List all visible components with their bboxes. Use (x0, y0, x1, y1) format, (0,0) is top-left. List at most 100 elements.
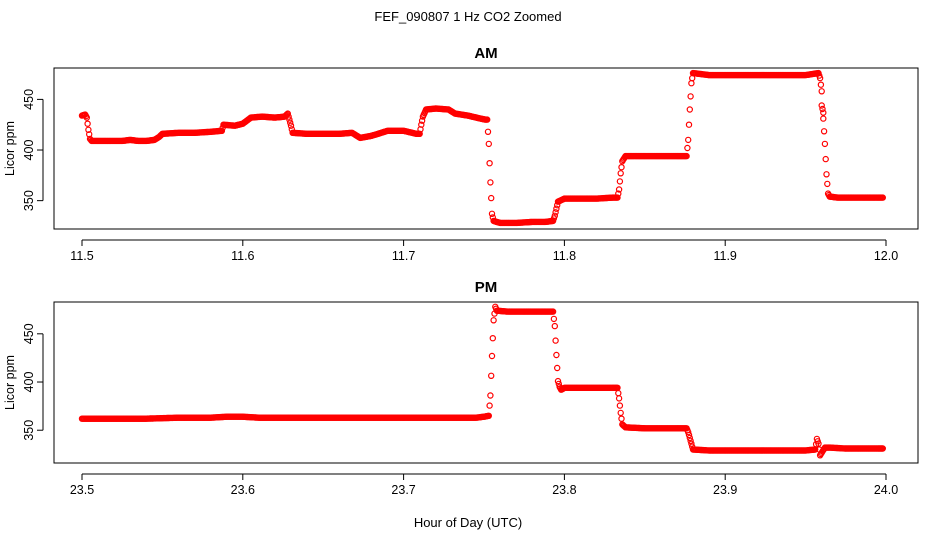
data-point (615, 395, 623, 402)
data-point (683, 152, 690, 160)
data-point (820, 115, 827, 122)
data-point (488, 352, 496, 360)
data-point (552, 337, 559, 344)
y-tick-label: 350 (22, 420, 36, 441)
x-tick-label: 11.5 (70, 249, 93, 263)
data-point (879, 194, 887, 201)
data-point (617, 409, 624, 417)
data-point (488, 372, 495, 379)
data-point (84, 120, 91, 127)
data-point (816, 74, 824, 82)
y-axis-title: Licor ppm (3, 355, 17, 410)
x-tick-label: 23.8 (552, 483, 576, 497)
data-point (615, 190, 622, 197)
data-point (83, 114, 91, 121)
data-point (617, 170, 624, 177)
data-point (685, 121, 693, 128)
data-point (686, 106, 694, 113)
data-point (488, 194, 495, 202)
data-point (685, 428, 692, 436)
data-point (615, 186, 623, 193)
data-point (686, 434, 694, 442)
data-point (549, 308, 557, 315)
data-point (418, 117, 426, 124)
x-tick-label: 24.0 (874, 483, 898, 497)
panel-title: AM (474, 45, 497, 62)
data-point (418, 121, 425, 128)
plot-frame (53, 67, 919, 230)
data-point (485, 412, 492, 419)
data-point (614, 194, 621, 201)
data-point (484, 128, 492, 135)
data-point (819, 105, 826, 113)
data-point (822, 155, 829, 163)
data-point (554, 377, 562, 385)
data-point (552, 209, 559, 216)
data-point (823, 171, 830, 178)
data-point (821, 140, 829, 148)
data-point (685, 431, 693, 439)
y-tick-label: 400 (22, 140, 36, 161)
data-point (820, 128, 828, 135)
x-tick-label: 11.8 (553, 249, 576, 263)
data-point (554, 364, 561, 372)
data-point (820, 109, 827, 116)
data-point (489, 335, 496, 342)
x-tick-label: 23.7 (391, 483, 415, 497)
x-axis-label: Hour of Day (UTC) (413, 515, 523, 530)
data-point (486, 159, 493, 167)
data-point (551, 322, 559, 330)
data-point (818, 88, 825, 95)
data-point (818, 102, 825, 109)
data-point (618, 163, 625, 171)
data-point (817, 81, 825, 88)
page-title: FEF_090807 1 Hz CO2 Zoomed (374, 9, 562, 24)
data-point (287, 119, 294, 126)
x-tick-label: 12.0 (874, 249, 898, 263)
data-point (616, 402, 624, 409)
data-point (484, 116, 491, 123)
data-point (550, 315, 558, 323)
data-point (553, 351, 560, 359)
data-point (684, 144, 691, 152)
am-panel: AM 11.5 11.6 11.7 11.8 11.9 12.0 350 400 450 Licor… (3, 45, 919, 263)
data-point (687, 93, 694, 100)
data-point (551, 212, 559, 219)
data-point (487, 179, 494, 186)
pm-panel: PM 23.5 23.6 23.7 23.8 23.9 24.0 350 400 450 Licor… (3, 279, 919, 497)
data-point (615, 389, 622, 397)
data-point (879, 445, 887, 452)
data-point (284, 110, 291, 117)
data-point (618, 415, 625, 422)
y-tick-label: 350 (22, 190, 36, 211)
data-point (286, 116, 293, 123)
x-tick-label: 11.9 (713, 249, 736, 263)
panel-title: PM (475, 279, 498, 296)
data-point (688, 440, 695, 447)
x-tick-label: 11.7 (392, 249, 415, 263)
data-point (687, 437, 694, 444)
data-point (815, 440, 822, 447)
data-point (488, 210, 496, 217)
data-point (490, 317, 497, 324)
data-point (285, 113, 292, 120)
data-point (487, 392, 494, 399)
data-point (685, 136, 692, 144)
y-axis-title: Licor ppm (3, 121, 17, 176)
data-point (824, 180, 831, 188)
data-point (218, 127, 226, 134)
data-point (688, 79, 695, 87)
x-tick-label: 23.6 (231, 483, 255, 497)
data-point (485, 140, 492, 148)
plot-frame (53, 301, 919, 464)
data-point (486, 402, 493, 409)
x-tick-label: 23.9 (713, 483, 737, 497)
data-point (553, 205, 560, 212)
data-point (616, 178, 624, 185)
x-tick-label: 11.6 (231, 249, 254, 263)
y-tick-label: 400 (22, 372, 36, 393)
x-tick-label: 23.5 (70, 483, 94, 497)
y-tick-label: 450 (22, 323, 36, 344)
y-tick-label: 450 (22, 89, 36, 110)
